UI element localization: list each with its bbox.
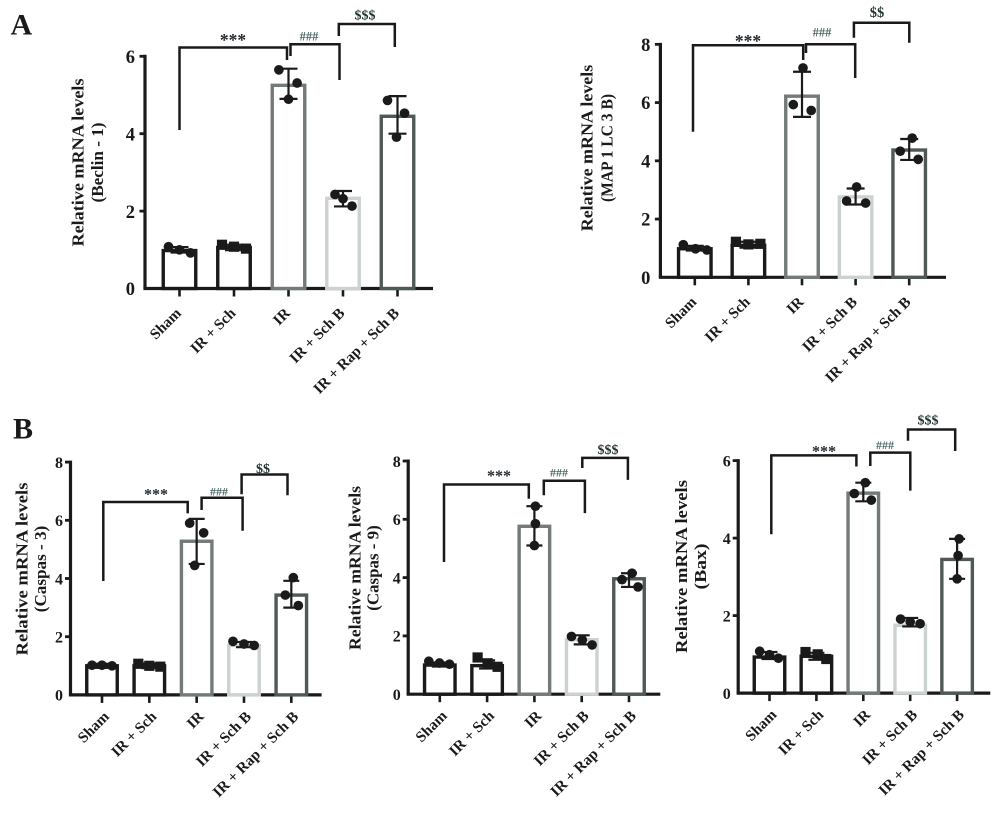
svg-text:###: ### xyxy=(813,26,833,40)
svg-text:(Caspas - 9): (Caspas - 9) xyxy=(363,525,382,611)
svg-text:6: 6 xyxy=(641,94,650,114)
svg-text:###: ### xyxy=(550,466,568,480)
svg-text:***: *** xyxy=(487,468,511,485)
svg-text:***: *** xyxy=(144,487,168,504)
svg-text:8: 8 xyxy=(55,455,63,472)
svg-text:4: 4 xyxy=(55,571,63,588)
svg-text:(Beclin - 1): (Beclin - 1) xyxy=(88,123,107,203)
svg-text:0: 0 xyxy=(723,686,731,703)
svg-text:***: *** xyxy=(812,444,836,461)
svg-text:Relative mRNA levels: Relative mRNA levels xyxy=(13,482,32,656)
svg-text:***: *** xyxy=(220,30,247,50)
svg-text:###: ### xyxy=(210,485,228,499)
svg-text:###: ### xyxy=(876,438,894,452)
svg-text:Relative mRNA levels: Relative mRNA levels xyxy=(578,64,597,231)
svg-text:0: 0 xyxy=(55,688,63,705)
svg-text:B: B xyxy=(13,413,33,446)
svg-text:4: 4 xyxy=(126,125,135,145)
svg-text:4: 4 xyxy=(723,531,731,548)
svg-text:6: 6 xyxy=(126,48,135,68)
svg-text:A: A xyxy=(11,9,33,42)
svg-text:8: 8 xyxy=(393,454,401,471)
svg-text:$$$: $$$ xyxy=(598,443,619,458)
svg-text:4: 4 xyxy=(641,152,650,172)
svg-text:(Caspas - 3): (Caspas - 3) xyxy=(31,526,50,613)
svg-text:2: 2 xyxy=(55,629,63,646)
svg-text:***: *** xyxy=(735,31,762,51)
svg-text:Relative mRNA levels: Relative mRNA levels xyxy=(345,485,364,650)
svg-text:$$$: $$$ xyxy=(918,414,939,429)
svg-text:Relative mRNA levels: Relative mRNA levels xyxy=(672,479,691,653)
svg-text:$$$: $$$ xyxy=(355,9,376,24)
svg-text:2: 2 xyxy=(126,203,135,223)
svg-text:0: 0 xyxy=(641,269,650,289)
svg-text:6: 6 xyxy=(393,512,401,529)
svg-text:4: 4 xyxy=(393,570,401,587)
svg-text:6: 6 xyxy=(723,453,731,470)
svg-text:2: 2 xyxy=(641,211,650,231)
svg-text:0: 0 xyxy=(126,280,135,300)
svg-text:2: 2 xyxy=(393,629,401,646)
svg-text:###: ### xyxy=(300,30,320,44)
svg-text:0: 0 xyxy=(393,687,401,704)
svg-text:$$: $$ xyxy=(256,462,270,477)
svg-text:(MAP 1 LC 3 B): (MAP 1 LC 3 B) xyxy=(597,94,616,202)
svg-text:Relative mRNA levels: Relative mRNA levels xyxy=(69,78,88,247)
svg-text:2: 2 xyxy=(723,608,731,625)
svg-text:6: 6 xyxy=(55,513,63,530)
svg-text:$$: $$ xyxy=(870,5,885,21)
svg-text:(Bax): (Bax) xyxy=(691,544,710,590)
svg-text:8: 8 xyxy=(641,36,650,56)
